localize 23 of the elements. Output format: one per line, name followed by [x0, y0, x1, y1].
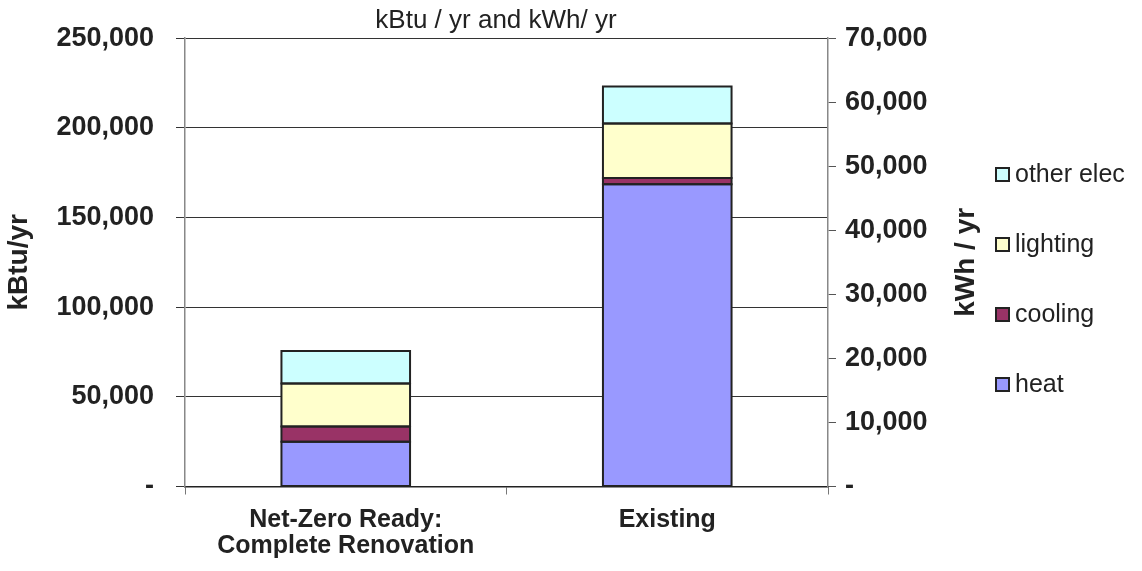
y-tick-label: 250,000: [56, 21, 154, 52]
y2-tick-label: 40,000: [845, 213, 928, 244]
y2-tick-label: 60,000: [845, 85, 928, 116]
y2-tick-label: 30,000: [845, 277, 928, 308]
y-tick-label: -: [145, 469, 154, 500]
y2-tick-label: 70,000: [845, 21, 928, 52]
y2-tick-label: 50,000: [845, 149, 928, 180]
legend-label: other elec: [1015, 159, 1125, 188]
y-axis-title: kBtu/yr: [1, 214, 33, 311]
y2-tick-label: 20,000: [845, 341, 928, 372]
y-tick-label: 150,000: [56, 200, 154, 231]
y2-tick-label: -: [845, 469, 854, 500]
y2-tick-label: 10,000: [845, 405, 928, 436]
y-tick-label: 100,000: [56, 290, 154, 321]
y-tick-label: 200,000: [56, 111, 154, 142]
legend-label: lighting: [1015, 229, 1095, 258]
legend-label: cooling: [1015, 299, 1095, 328]
legend-label: heat: [1015, 369, 1064, 398]
x-tick-label: Net-Zero Ready: Complete Renovation: [217, 503, 475, 558]
y2-axis-title: kWh / yr: [948, 207, 980, 317]
chart-title: kBtu / yr and kWh/ yr: [375, 3, 617, 34]
y-tick-label: 50,000: [71, 380, 154, 411]
x-tick-label: Existing: [618, 503, 716, 532]
